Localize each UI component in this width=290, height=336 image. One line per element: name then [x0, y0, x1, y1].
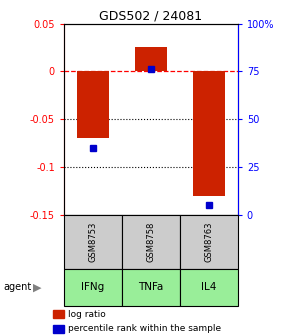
Bar [77, 72, 109, 138]
Text: TNFa: TNFa [138, 282, 164, 292]
Bar [135, 47, 167, 72]
Bar [53, 325, 64, 333]
Title: GDS502 / 24081: GDS502 / 24081 [99, 9, 202, 23]
Text: log ratio: log ratio [68, 310, 105, 319]
Text: GSM8753: GSM8753 [88, 222, 97, 262]
Bar [53, 310, 64, 319]
Bar [193, 72, 225, 196]
Bar [122, 269, 180, 306]
Text: IL4: IL4 [201, 282, 217, 292]
Text: IFNg: IFNg [81, 282, 104, 292]
Bar [64, 269, 122, 306]
Text: percentile rank within the sample: percentile rank within the sample [68, 324, 221, 333]
Text: agent: agent [3, 282, 31, 292]
Bar [64, 215, 122, 269]
Bar [122, 215, 180, 269]
Text: GSM8763: GSM8763 [204, 222, 213, 262]
Text: ▶: ▶ [33, 282, 42, 292]
Bar [180, 215, 238, 269]
Text: GSM8758: GSM8758 [146, 222, 155, 262]
Bar [180, 269, 238, 306]
